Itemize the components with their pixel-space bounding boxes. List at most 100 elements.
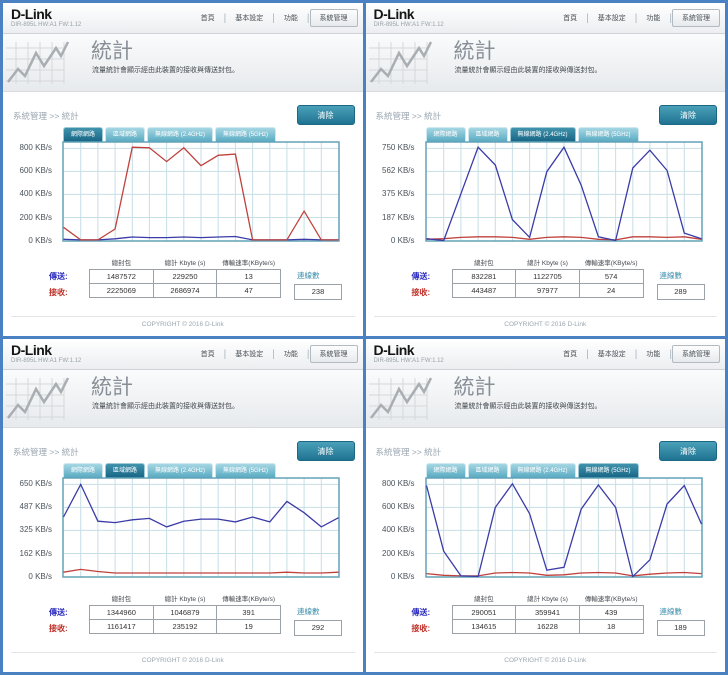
clear-button[interactable]: 清除 [296,105,355,125]
y-axis-tick: 0 KB/s [28,235,52,245]
nav-separator: | [223,12,227,24]
network-tabs: 網際網路 區域網路 無線網路 (2.4GHz) 無線網路 (5GHz) [425,127,641,142]
send-packets-value: 832281 [451,269,517,284]
col-header-rate: 傳輸速率(KByte/s) [222,260,276,267]
tab-lan[interactable]: 區域網路 [467,463,508,478]
nav-item-home[interactable]: 首頁 [200,351,215,358]
table-row-receive: 1161417 235192 19 [89,619,281,634]
send-kbytes-value: 1046879 [152,605,218,620]
page-title: 統計 [453,376,496,399]
nav-item-home[interactable]: 首頁 [563,351,578,358]
copyright: COPYRIGHT © 2016 D-Link [504,321,587,328]
line-chart-icon [6,41,70,84]
tab-wifi-5ghz[interactable]: 無線網路 (5GHz) [577,463,639,478]
nav-item-features[interactable]: 功能 [283,351,298,358]
nav-item-features[interactable]: 功能 [646,351,661,358]
nav-item-basic-settings[interactable]: 基本設定 [597,351,626,358]
table-header-row: 總封包 總計 Kbyte (s) 傳輸速率(KByte/s) [452,257,643,270]
send-packets-value: 1487572 [89,269,154,284]
receive-packets-value: 134615 [451,619,517,634]
connections-count: 238 [294,284,342,300]
tab-wifi-24ghz[interactable]: 無線網路 (2.4GHz) [147,463,214,478]
router-stats-page-internet: D-Link DIR-895L HW:A1 FW:1.12 首頁 | 基本設定 … [3,3,363,336]
nav-item-basic-settings[interactable]: 基本設定 [235,15,264,22]
breadcrumb: 系統管理 >> 統計 [13,111,79,121]
tab-wifi-24ghz[interactable]: 無線網路 (2.4GHz) [147,127,214,142]
tab-wifi-5ghz[interactable]: 無線網路 (5GHz) [215,463,277,478]
send-packets-value: 1344960 [89,605,154,620]
nav-item-features[interactable]: 功能 [283,15,298,22]
page-subtitle: 流量統計會顯示經由此裝置的接收與傳送封包。 [454,403,602,410]
table-row-send: 1487572 229250 13 [89,269,281,284]
tab-internet[interactable]: 網際網路 [63,127,104,142]
clear-button[interactable]: 清除 [296,441,355,461]
nav-separator: | [669,12,672,24]
tab-wifi-5ghz[interactable]: 無線網路 (5GHz) [577,127,639,142]
nav-item-management[interactable]: 系統管理 [309,345,358,363]
y-axis-labels: 650 KB/s 487 KB/s 325 KB/s 162 KB/s 0 KB/s [3,477,57,581]
nav-item-basic-settings[interactable]: 基本設定 [235,351,264,358]
model-firmware-label: DIR-895L HW:A1 FW:1.12 [373,358,444,364]
nav-separator: | [272,348,275,360]
nav-item-home[interactable]: 首頁 [200,15,215,22]
table-header-row: 總封包 總計 Kbyte (s) 傳輸速率(KByte/s) [452,593,643,606]
connections-label: 連線數 [659,271,683,280]
page-title: 統計 [91,376,133,399]
nav-separator: | [586,12,589,24]
network-tabs: 網際網路 區域網路 無線網路 (2.4GHz) 無線網路 (5GHz) [63,463,278,478]
col-header-kbytes: 總計 Kbyte (s) [527,596,568,603]
tab-lan[interactable]: 區域網路 [467,127,508,142]
copyright: COPYRIGHT © 2016 D-Link [141,657,224,664]
stats-table: 總封包 總計 Kbyte (s) 傳輸速率(KByte/s) 1344960 1… [89,593,281,634]
send-kbytes-value: 359941 [515,605,580,620]
table-row-send: 832281 1122705 574 [451,269,644,284]
tab-lan[interactable]: 區域網路 [105,127,146,142]
table-row-send: 290051 359941 439 [451,605,644,620]
tab-wifi-24ghz[interactable]: 無線網路 (2.4GHz) [509,127,576,142]
title-banner: 統計 流量統計會顯示經由此裝置的接收與傳送封包。 [3,34,363,92]
tab-internet[interactable]: 網際網路 [425,463,466,478]
clear-button[interactable]: 清除 [659,441,717,461]
y-axis-tick: 200 KB/s [19,212,52,222]
y-axis-tick: 162 KB/s [19,548,52,558]
stats-table: 總封包 總計 Kbyte (s) 傳輸速率(KByte/s) 1487572 2… [89,257,281,298]
tab-wifi-5ghz[interactable]: 無線網路 (5GHz) [215,127,277,142]
receive-row-label: 接收: [411,288,431,297]
table-row-receive: 443487 97977 24 [451,283,644,298]
receive-row-label: 接收: [49,624,68,633]
tab-internet[interactable]: 網際網路 [425,127,466,142]
title-banner: 統計 流量統計會顯示經由此裝置的接收與傳送封包。 [365,34,725,92]
nav-item-home[interactable]: 首頁 [563,15,578,22]
col-header-kbytes: 總計 Kbyte (s) [164,260,206,267]
send-rate-value: 13 [216,269,281,284]
nav-item-management[interactable]: 系統管理 [309,9,358,27]
y-axis-tick: 200 KB/s [382,548,415,558]
nav-item-features[interactable]: 功能 [646,15,661,22]
breadcrumb: 系統管理 >> 統計 [13,447,79,457]
y-axis-labels: 750 KB/s 562 KB/s 375 KB/s 187 KB/s 0 KB/s [366,141,420,244]
footer-divider [373,652,717,653]
tab-wifi-24ghz[interactable]: 無線網路 (2.4GHz) [509,463,576,478]
tab-internet[interactable]: 網際網路 [63,463,104,478]
router-stats-page-wireless-5ghz: D-Link DIR-895L HW:A1 FW:1.12 首頁 | 基本設定 … [365,339,725,672]
line-chart-icon [6,377,70,420]
nav-item-management[interactable]: 系統管理 [672,345,720,363]
y-axis-tick: 0 KB/s [28,571,52,581]
y-axis-tick: 400 KB/s [382,525,415,535]
tab-lan[interactable]: 區域網路 [105,463,146,478]
clear-button[interactable]: 清除 [659,105,717,125]
y-axis-tick: 375 KB/s [382,189,415,199]
send-rate-value: 439 [578,605,644,620]
receive-rate-value: 47 [216,283,281,298]
title-banner: 統計 流量統計會顯示經由此裝置的接收與傳送封包。 [365,370,725,428]
nav-separator: | [634,12,638,24]
breadcrumb: 系統管理 >> 統計 [375,447,442,457]
nav-item-basic-settings[interactable]: 基本設定 [597,15,626,22]
nav-item-management[interactable]: 系統管理 [672,9,720,27]
col-header-rate: 傳輸速率(KByte/s) [584,596,638,603]
send-row-label: 傳送: [411,608,431,617]
page-subtitle: 流量統計會顯示經由此裝置的接收與傳送封包。 [92,403,239,410]
y-axis-tick: 400 KB/s [19,189,52,199]
network-tabs: 網際網路 區域網路 無線網路 (2.4GHz) 無線網路 (5GHz) [63,127,278,142]
y-axis-tick: 0 KB/s [390,571,415,581]
